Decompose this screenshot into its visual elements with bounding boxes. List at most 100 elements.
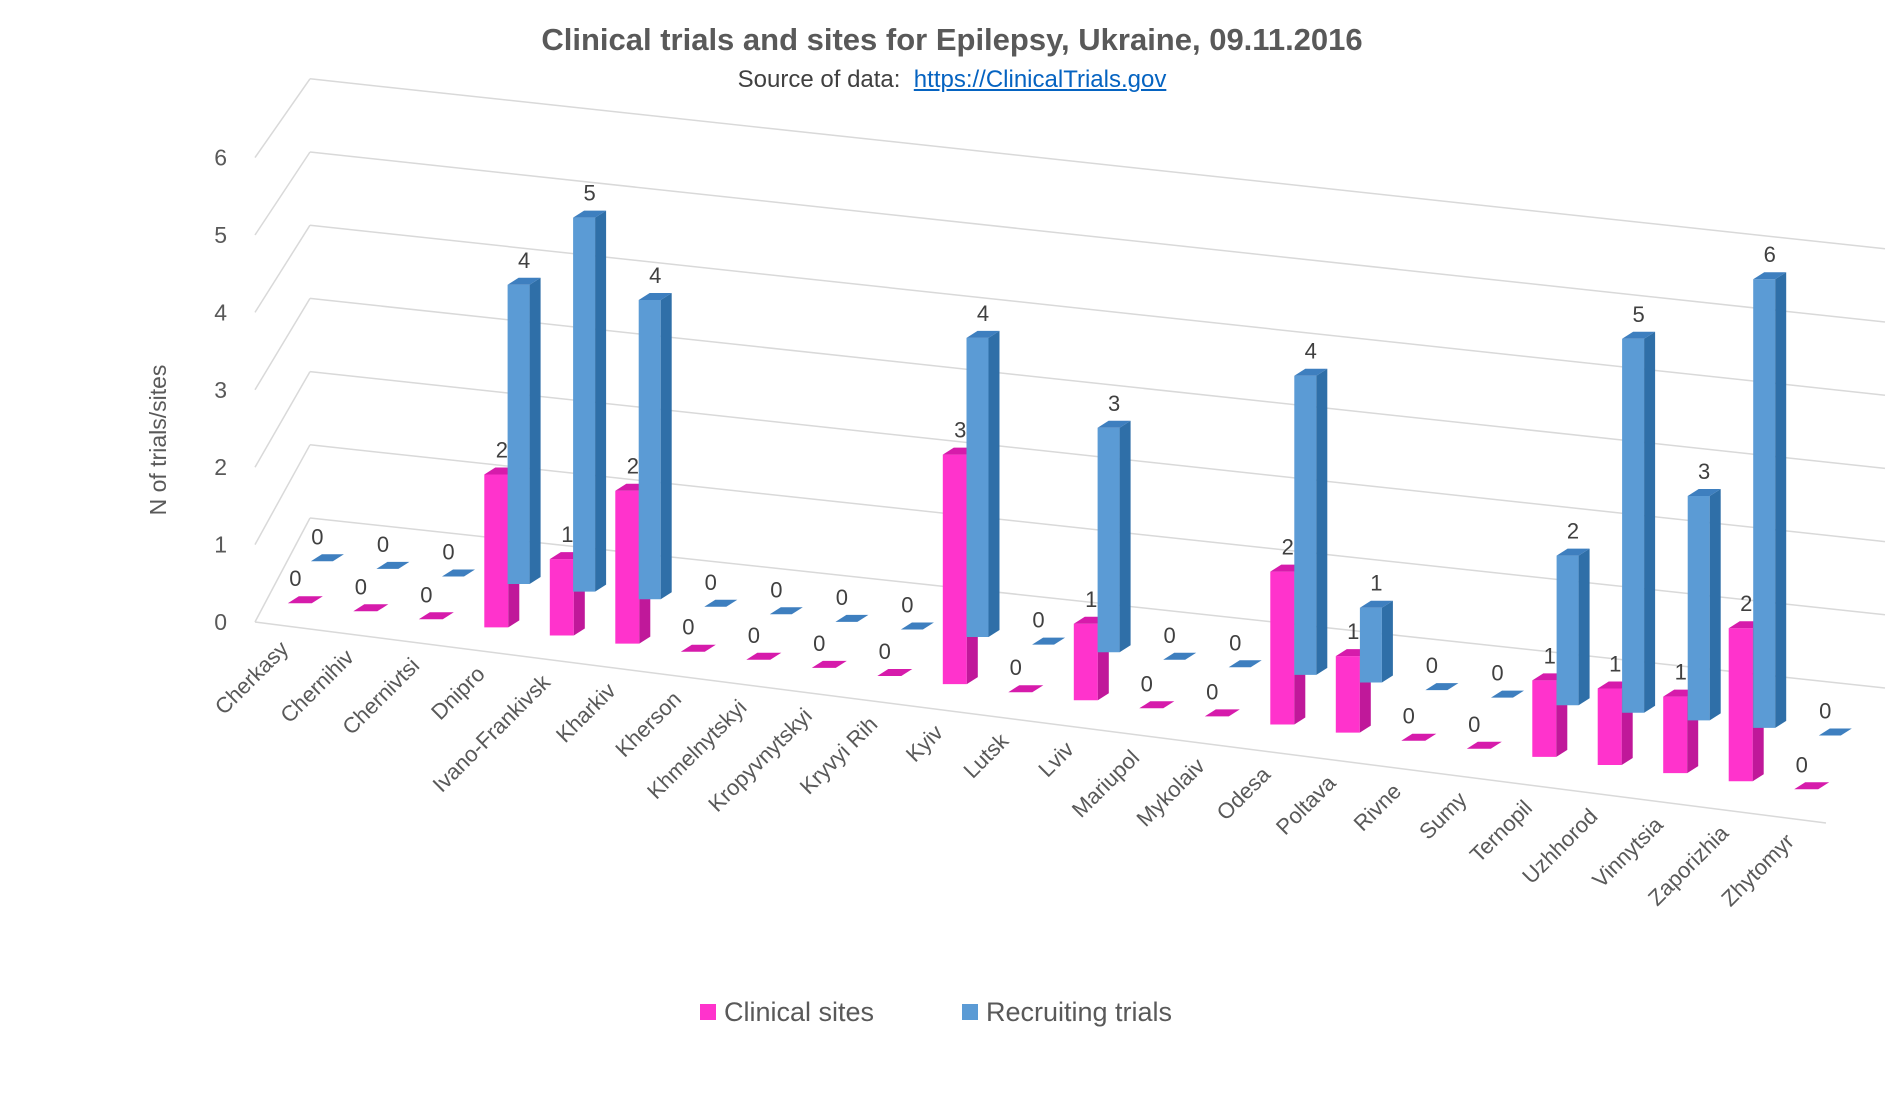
bar-front [638,300,661,600]
data-label: 0 [901,592,913,617]
bar-recruiting-trials-Lviv [1097,420,1131,653]
data-label: 0 [420,582,432,607]
y-axis-label: N of trials/sites [145,365,171,516]
data-label: 2 [1567,519,1579,544]
bar-top [1818,728,1852,736]
bar-front [507,284,530,584]
bar-side [1381,600,1393,683]
bar-top [900,622,934,630]
bar-front [966,337,989,637]
gridline-side [254,517,311,623]
data-label: 0 [1426,653,1438,678]
gridline-side [254,151,311,236]
bar-clinical-sites-Khmelnytskyi [746,652,782,660]
bar-side [988,330,1000,637]
bar-clinical-sites-Kryvyi Rih [877,669,913,676]
bar-top [1622,331,1656,339]
bar-clinical-sites-Lutsk [1008,685,1044,693]
bar-top [1753,272,1787,280]
bar-front [1556,555,1579,706]
bar-side [660,293,672,600]
bar-top [1466,741,1502,749]
bar-top [442,569,475,577]
bar-recruiting-trials-Mariupol [1163,652,1197,660]
bar-recruiting-trials-Lutsk [1032,637,1066,645]
bar-front [1663,696,1688,774]
bar-top [1491,690,1524,698]
data-label: 2 [1740,591,1752,616]
data-label: 0 [813,631,825,656]
y-tick-label: 2 [214,454,227,480]
x-tick-label: Poltava [1271,770,1341,840]
bar-side [1644,331,1656,713]
bar-clinical-sites-Cherkasy [287,596,323,604]
bar-recruiting-trials-Mykolaiv [1228,660,1262,668]
legend: Clinical sites Recruiting trials [700,997,1172,1027]
x-tick-label: Kherson [610,686,686,762]
data-label: 1 [1609,652,1621,677]
bar-front [573,217,596,592]
bar-recruiting-trials-Zhytomyr [1818,728,1852,736]
bar-side [1775,272,1787,728]
bar-front [1622,338,1645,713]
bar-clinical-sites-Mykolaiv [1204,709,1240,717]
y-tick-label: 4 [214,299,227,325]
bar-side [1578,548,1590,706]
x-tick-label: Dnipro [426,661,490,725]
bar-front [1597,688,1622,765]
bar-recruiting-trials-Chernihiv [376,561,410,569]
data-label: 1 [1347,619,1359,644]
y-tick-label: 1 [214,532,227,558]
legend-swatch-recruiting-trials [962,1004,978,1020]
x-tick-label: Mariupol [1067,745,1144,822]
gridline-side [254,78,311,159]
data-label: 0 [748,623,760,648]
bar-top [1359,600,1393,608]
bar-recruiting-trials-Rivne [1425,683,1459,691]
data-label: 0 [355,574,367,599]
bar-top [310,554,344,562]
bar-top [1097,420,1131,428]
bar-recruiting-trials-Odesa [1294,368,1328,675]
x-tick-label: Mykolaiv [1132,753,1210,831]
chart-title: Clinical trials and sites for Epilepsy, … [541,22,1363,57]
data-label: 0 [1141,671,1153,696]
bar-top [1794,782,1830,790]
data-label: 2 [1282,535,1294,560]
bar-recruiting-trials-Khmelnytskyi [769,607,803,615]
legend-label-clinical-sites: Clinical sites [724,997,874,1027]
subtitle-prefix: Source of data: [737,66,901,93]
bar-side [595,210,607,592]
gridline-side [254,444,311,545]
bar-front [942,454,967,685]
bar-clinical-sites-Rivne [1401,733,1437,741]
bar-front [615,490,640,644]
bar-top [1163,652,1197,660]
bar-side [1316,368,1328,675]
gridline-side [254,224,311,313]
bar-recruiting-trials-Sumy [1491,690,1524,698]
bar-recruiting-trials-Cherkasy [310,554,344,562]
data-label: 0 [377,532,389,557]
data-label: 0 [1229,630,1241,655]
bar-front [484,474,509,628]
bar-front [1073,623,1098,701]
bar-top [353,604,389,612]
bar-front [549,559,574,636]
bar-clinical-sites-Mariupol [1139,701,1175,709]
bar-side [1709,489,1721,721]
bar-recruiting-trials-Ivano-Frankivsk [573,210,607,592]
bar-top [811,660,847,668]
data-label: 0 [1468,712,1480,737]
source-link[interactable]: https://ClinicalTrials.gov [913,66,1167,93]
data-label: 3 [1108,391,1120,416]
y-tick-label: 6 [214,145,227,171]
bar-clinical-sites-Kropyvnytskyi [811,660,847,668]
x-tick-label: Kyiv [901,720,948,767]
data-label: 1 [1370,571,1382,596]
bar-clinical-sites-Kherson [680,644,716,652]
data-label: 0 [1491,661,1503,686]
bar-top [769,607,803,615]
x-tick-label: Kharkiv [551,678,621,748]
